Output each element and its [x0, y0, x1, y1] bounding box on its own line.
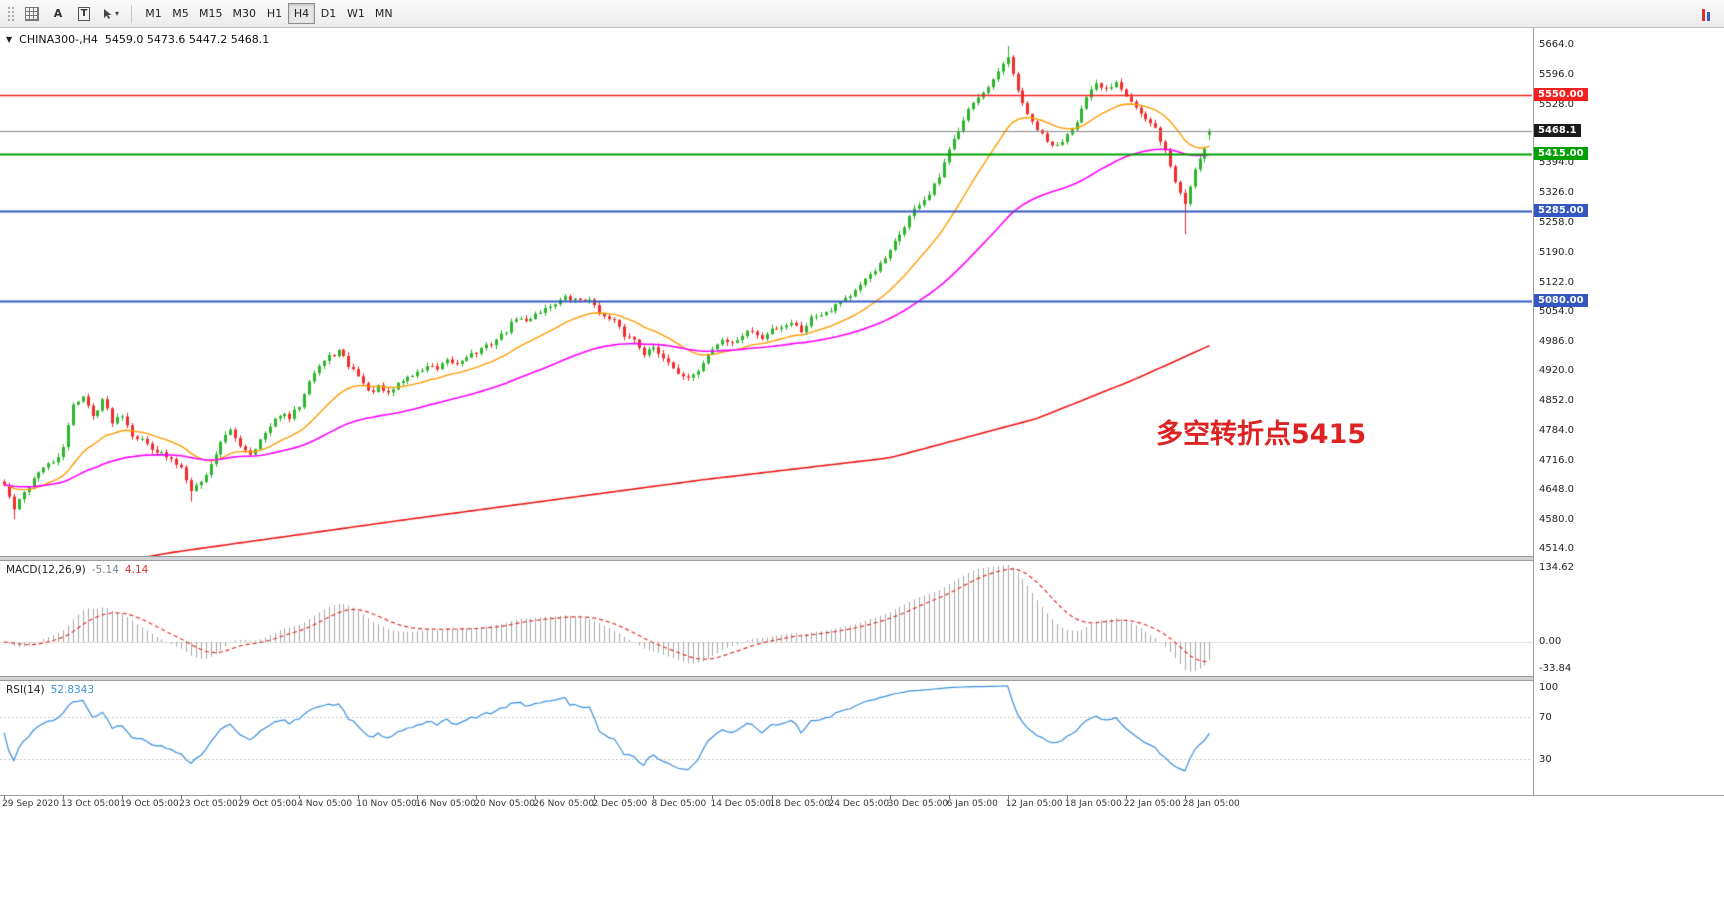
timeframe-button-m30[interactable]: M30	[228, 3, 262, 24]
rsi-panel: RSI(14) 52.8343	[0, 681, 1533, 795]
text-tool-button[interactable]: A	[46, 3, 70, 25]
textbox-tool-button[interactable]: T	[72, 3, 96, 25]
timeframe-button-m1[interactable]: M1	[140, 3, 167, 24]
drawing-tool-button[interactable]: ▾	[98, 3, 123, 25]
time-axis[interactable]	[0, 795, 1724, 817]
rsi-value: 52.8343	[50, 684, 95, 696]
macd-name: MACD(12,26,9)	[6, 564, 86, 576]
price-axis[interactable]	[1534, 28, 1724, 795]
timeframe-button-h1[interactable]: H1	[261, 3, 288, 24]
timeframe-button-h4[interactable]: H4	[288, 3, 316, 24]
grid-icon	[25, 6, 39, 21]
panel-splitter-2[interactable]	[0, 676, 1724, 681]
timeframe-button-d1[interactable]: D1	[315, 3, 342, 24]
main-chart-panel: ▼ CHINA300-,H4 5459.0 5473.6 5447.2 5468…	[0, 28, 1533, 556]
cursor-icon	[104, 8, 112, 19]
timeframe-group: M1 M5 M15 M30 H1 H4 D1 W1 MN	[140, 3, 398, 24]
symbol-title: CHINA300-,H4	[19, 33, 98, 46]
toolbar: A T ▾ M1 M5 M15 M30 H1 H4 D1 W1 MN	[0, 0, 1724, 28]
caret-down-icon: ▾	[115, 9, 120, 18]
toolbar-divider	[131, 4, 133, 23]
timeframe-button-w1[interactable]: W1	[342, 3, 370, 24]
textbox-tool-label: T	[77, 6, 91, 21]
macd-panel: MACD(12,26,9) -5.14 4.14	[0, 561, 1533, 676]
ohlc-values: 5459.0 5473.6 5447.2 5468.1	[104, 33, 270, 46]
symbol-dropdown-icon[interactable]: ▼	[6, 35, 13, 44]
price-axis-border	[1533, 28, 1534, 795]
panel-splitter-1[interactable]	[0, 556, 1724, 561]
text-tool-label: A	[53, 7, 63, 20]
toolbar-grip[interactable]	[6, 4, 15, 23]
chart-window-button[interactable]	[1694, 3, 1718, 25]
macd-main-value: -5.14	[91, 564, 119, 576]
chart-annotation: 多空转折点5415	[1156, 419, 1367, 450]
rsi-label: RSI(14) 52.8343	[6, 684, 94, 696]
candles-icon	[1702, 7, 1710, 21]
grid-tool-button[interactable]	[20, 3, 44, 25]
macd-signal-value: 4.14	[124, 564, 149, 576]
timeframe-button-m15[interactable]: M15	[194, 3, 228, 24]
chart-symbol-label: ▼ CHINA300-,H4 5459.0 5473.6 5447.2 5468…	[6, 33, 269, 46]
macd-canvas[interactable]	[0, 561, 1532, 676]
main-chart-canvas[interactable]	[0, 28, 1532, 556]
macd-label: MACD(12,26,9) -5.14 4.14	[6, 564, 148, 576]
rsi-name: RSI(14)	[6, 684, 45, 696]
rsi-canvas[interactable]	[0, 681, 1532, 795]
timeframe-button-m5[interactable]: M5	[167, 3, 194, 24]
timeframe-button-mn[interactable]: MN	[370, 3, 398, 24]
